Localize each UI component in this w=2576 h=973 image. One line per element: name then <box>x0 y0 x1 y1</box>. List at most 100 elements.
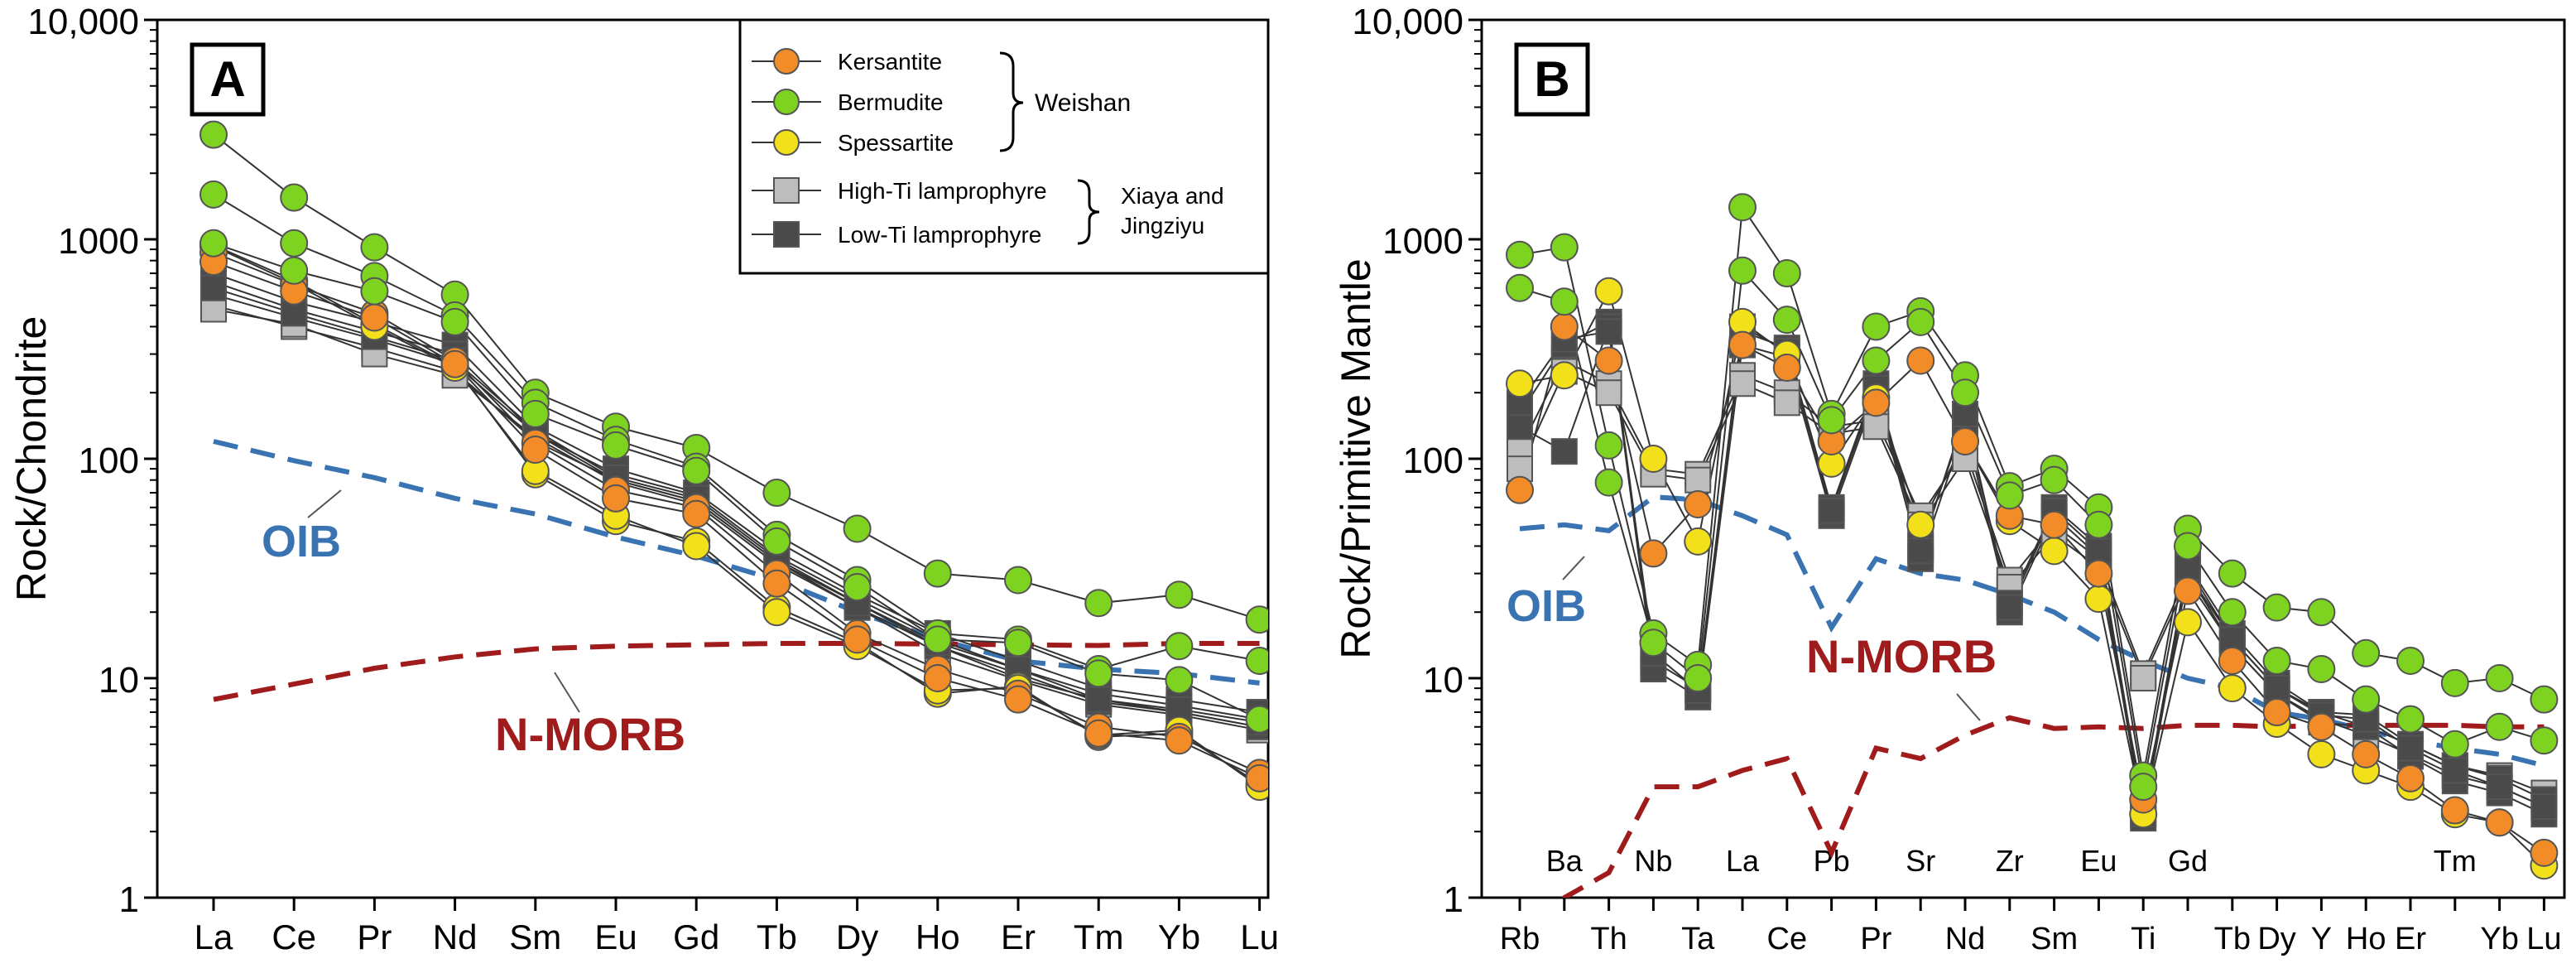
reference-leader-oib <box>1562 556 1585 580</box>
legend-marker <box>773 89 800 115</box>
data-point <box>1506 475 1534 504</box>
data-point <box>923 625 952 654</box>
data-point <box>1084 659 1113 688</box>
data-point <box>1594 431 1623 460</box>
data-point <box>1907 537 1934 565</box>
data-point <box>2352 685 2381 714</box>
data-point <box>1862 388 1891 417</box>
reference-line-oib <box>213 439 1260 686</box>
data-point <box>2263 675 2290 702</box>
x-tick-label-inside: Eu <box>2080 844 2117 878</box>
data-point <box>1507 413 1533 441</box>
y-tick-label: 10,000 <box>1352 2 1463 42</box>
data-point <box>2440 730 2469 759</box>
data-point <box>762 479 791 508</box>
x-tick-label: Ce <box>1767 922 1808 956</box>
data-point <box>1594 346 1623 375</box>
x-tick-label: Tm <box>1074 918 1124 956</box>
data-point <box>2396 763 2425 792</box>
x-tick-label: Tb <box>2214 922 2251 956</box>
panel-letter: B <box>1534 51 1569 107</box>
data-point <box>602 484 630 513</box>
data-point <box>1165 580 1194 609</box>
data-point <box>1728 256 1757 285</box>
data-point <box>199 180 228 209</box>
data-point <box>923 664 952 692</box>
x-tick-label-inside: Nb <box>1634 844 1672 878</box>
data-point <box>1817 406 1846 435</box>
x-tick-label-inside: La <box>1726 844 1760 878</box>
data-point <box>1772 306 1801 335</box>
reference-leader-nmorb <box>554 672 580 713</box>
legend-marker <box>773 177 800 204</box>
data-point <box>2262 593 2291 622</box>
data-point <box>1728 330 1757 359</box>
x-tick-label: Ho <box>2346 922 2386 956</box>
y-tick-label: 10 <box>1423 660 1463 701</box>
data-point <box>2174 532 2202 561</box>
x-tick-label: Yb <box>1158 918 1200 956</box>
data-point <box>1165 696 1193 723</box>
data-point <box>2085 537 2112 565</box>
data-point <box>2485 664 2514 692</box>
data-point <box>1951 427 1979 456</box>
series-line <box>1519 325 2545 854</box>
data-point <box>521 399 550 428</box>
data-point <box>1165 666 1194 695</box>
x-tick-label: Dy <box>836 918 878 956</box>
data-point <box>2218 598 2247 627</box>
data-point <box>2040 537 2069 566</box>
data-point <box>1594 277 1623 306</box>
data-point <box>2530 793 2558 821</box>
y-tick-label: 1000 <box>58 221 139 262</box>
legend: Kersantite Bermudite Spessartite High-Ti la… <box>738 18 1270 275</box>
data-point <box>2084 585 2113 614</box>
data-point <box>682 499 711 528</box>
legend-marker <box>773 221 800 248</box>
panel-b-chart: 1 10 100 1000 10,000 Rock/Primitive Mantle Rb T… <box>1333 2 2566 956</box>
data-point <box>2307 739 2336 768</box>
data-point <box>923 559 952 588</box>
reference-label-oib: OIB <box>262 517 341 566</box>
x-tick-label: Nd <box>1945 922 1986 956</box>
data-point <box>1818 497 1845 524</box>
data-point <box>2440 668 2469 697</box>
y-tick-label: 100 <box>1403 441 1463 481</box>
data-point <box>1595 379 1622 407</box>
legend-label: Spessartite <box>838 130 954 156</box>
y-tick-label: 1 <box>1444 879 1463 920</box>
x-tick-label: Ho <box>916 918 960 956</box>
data-point <box>2530 726 2559 755</box>
data-point <box>199 229 228 258</box>
data-point <box>2040 465 2069 494</box>
data-point <box>1862 346 1891 375</box>
x-tick-label: Lu <box>1240 918 1279 956</box>
data-point <box>2130 665 2157 691</box>
data-point <box>682 456 711 485</box>
x-tick-label: La <box>195 918 233 956</box>
series-line <box>1519 326 2545 819</box>
data-point <box>1550 438 1578 465</box>
data-point <box>1862 413 1890 441</box>
data-point <box>1506 273 1534 302</box>
legend-label: Bermudite <box>838 89 944 115</box>
series-line <box>213 293 1260 720</box>
legend-label: Low-Ti lamprophyre <box>838 222 1041 248</box>
data-point <box>360 277 389 306</box>
x-tick-label: Eu <box>594 918 637 956</box>
data-point <box>280 229 309 258</box>
reference-line-n-morb <box>213 641 1260 702</box>
reference-label-oib: OIB <box>1507 581 1586 631</box>
data-point <box>1165 726 1194 755</box>
y-tick-label: 1 <box>119 879 139 920</box>
data-point <box>2262 698 2291 727</box>
data-point <box>1004 566 1032 595</box>
data-point <box>1906 307 1935 336</box>
data-point <box>2040 510 2069 539</box>
data-point <box>1550 312 1579 341</box>
data-point <box>200 274 227 301</box>
legend-marker <box>773 48 800 75</box>
data-point <box>199 120 228 149</box>
x-tick-label: Pr <box>1860 922 1891 956</box>
data-point <box>1639 629 1668 657</box>
